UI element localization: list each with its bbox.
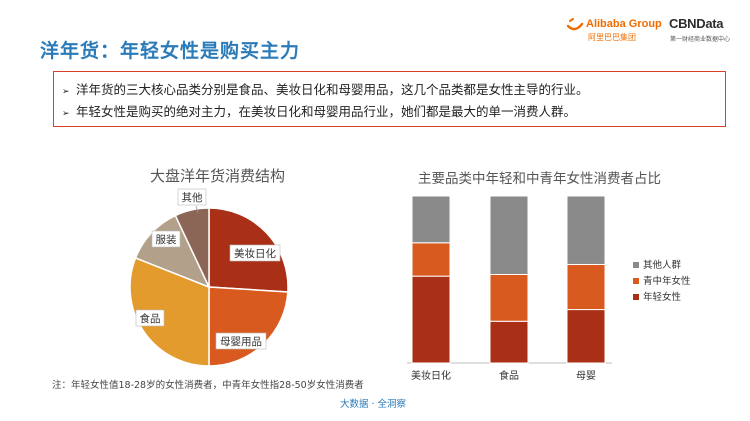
pie-label-box bbox=[151, 230, 181, 248]
summary-text-2: 年轻女性是购买的绝对主力，在美妆日化和母婴用品行业，她们都是最大的单一消费人群。 bbox=[76, 104, 577, 119]
bar-category-label: 食品 bbox=[499, 369, 519, 382]
pie-slice-5 bbox=[174, 207, 210, 288]
bar-chart-title: 主要品类中年轻和中青年女性消费者占比 bbox=[418, 171, 661, 187]
pie-label-1: 美妆日化 bbox=[234, 247, 276, 260]
pie-label-box bbox=[135, 309, 165, 327]
pie-label-3: 食品 bbox=[140, 312, 161, 325]
footnote: 注：年轻女性值18-28岁的女性消费者，中青年女性指28-50岁女性消费者 bbox=[52, 380, 364, 391]
cbndata-logo-subtext: 第一财经商业数据中心 bbox=[670, 36, 731, 43]
bullet-arrow-icon: ➢ bbox=[62, 109, 70, 119]
bar-segment-年轻女性 bbox=[411, 275, 451, 364]
legend-swatch bbox=[633, 294, 639, 300]
pie-label-2: 母婴用品 bbox=[220, 336, 262, 348]
summary-text-1: 洋年货的三大核心品类分别是食品、美妆日化和母婴用品，这几个品类都是女性主导的行业… bbox=[76, 82, 589, 97]
cbndata-logo: CBNData 第一财经商业数据中心 bbox=[669, 16, 747, 44]
alibaba-logo: Alibaba Group 阿里巴巴集团 bbox=[566, 16, 666, 44]
alibaba-logo-subtext: 阿里巴巴集团 bbox=[588, 33, 636, 42]
pie-chart-title: 大盘洋年货消费结构 bbox=[150, 167, 286, 185]
pie-slice-3 bbox=[129, 256, 210, 367]
pie-label-box bbox=[177, 188, 207, 206]
alibaba-logo-text: Alibaba Group bbox=[586, 18, 662, 30]
legend-item: 其他人群 bbox=[643, 259, 682, 271]
pie-label-box bbox=[215, 332, 267, 350]
legend-swatch bbox=[633, 278, 639, 284]
bar-segment-其他人群 bbox=[411, 195, 451, 244]
legend-swatch bbox=[633, 262, 639, 268]
bar-segment-其他人群 bbox=[489, 195, 529, 275]
pie-label-5: 其他 bbox=[182, 191, 203, 204]
pie-label-4: 服装 bbox=[156, 233, 177, 246]
pie-label-box bbox=[229, 244, 281, 262]
alibaba-smile-icon bbox=[566, 18, 584, 31]
bar-category-label: 母婴 bbox=[576, 370, 596, 382]
legend-item: 年轻女性 bbox=[643, 291, 682, 303]
summary-line: ➢ 年轻女性是购买的绝对主力，在美妆日化和母婴用品行业，她们都是最大的单一消费人群… bbox=[62, 102, 715, 124]
bar-segment-青中年女性 bbox=[566, 263, 606, 311]
page-title: 洋年货：年轻女性是购买主力 bbox=[40, 40, 301, 62]
bar-segment-年轻女性 bbox=[566, 309, 606, 364]
bar-segment-年轻女性 bbox=[489, 320, 529, 364]
summary-box: ➢ 洋年货的三大核心品类分别是食品、美妆日化和母婴用品，这几个品类都是女性主导的行… bbox=[53, 71, 726, 127]
footer-tagline: 大数据 · 全洞察 bbox=[340, 399, 407, 410]
bullet-arrow-icon: ➢ bbox=[62, 87, 70, 97]
summary-line: ➢ 洋年货的三大核心品类分别是食品、美妆日化和母婴用品，这几个品类都是女性主导的行… bbox=[62, 80, 715, 102]
cbndata-logo-text: CBNData bbox=[669, 16, 724, 31]
bar-segment-青中年女性 bbox=[411, 242, 451, 277]
pie-leader-line bbox=[195, 205, 199, 214]
bar-segment-其他人群 bbox=[566, 195, 606, 265]
pie-slice-2 bbox=[208, 286, 289, 367]
bar-segment-青中年女性 bbox=[489, 273, 529, 322]
legend-item: 青中年女性 bbox=[643, 275, 691, 287]
bar-category-label: 美妆日化 bbox=[411, 369, 451, 382]
